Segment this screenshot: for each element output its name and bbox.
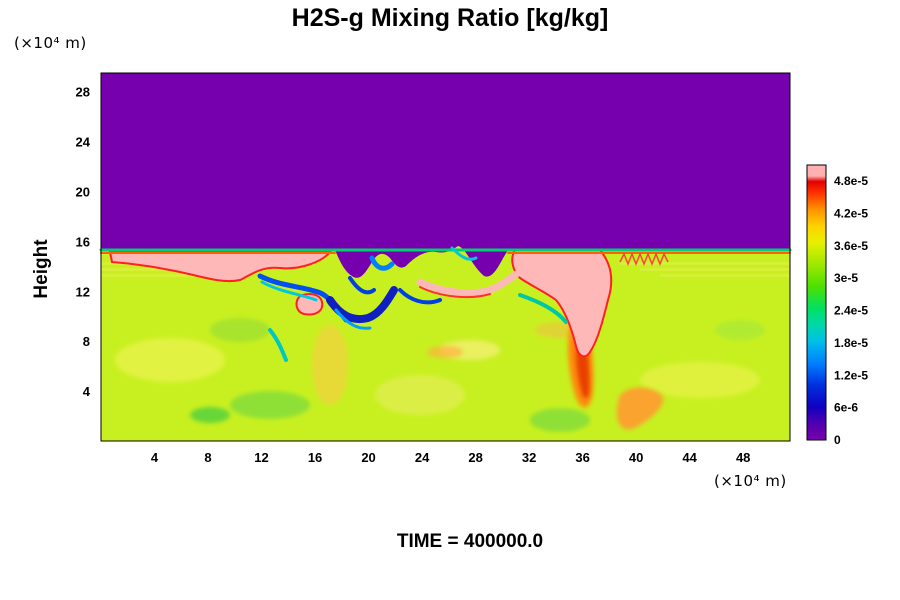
colorbar-tick-label: 0 xyxy=(834,433,841,447)
y-tick-label: 12 xyxy=(76,284,90,299)
colorbar-tick-label: 3.6e-5 xyxy=(834,239,868,253)
y-tick-label: 8 xyxy=(83,334,90,349)
colorbar-frame xyxy=(806,164,827,441)
x-tick-label: 40 xyxy=(629,450,643,465)
x-tick-label: 44 xyxy=(682,450,697,465)
y-unit-label: (×10⁴ m) xyxy=(14,34,87,52)
colorbar-tick-label: 1.2e-5 xyxy=(834,368,868,382)
x-axis-ticks: 4 8 12 16 20 24 28 32 36 40 44 48 xyxy=(151,450,751,465)
x-tick-label: 36 xyxy=(575,450,589,465)
y-tick-label: 20 xyxy=(76,185,90,200)
y-axis-ticks: 4 8 12 16 20 24 28 xyxy=(76,85,91,399)
y-tick-label: 24 xyxy=(76,135,91,150)
plot-area xyxy=(99,72,792,442)
colorbar-tick-label: 1.8e-5 xyxy=(834,336,868,350)
colorbar-tick-label: 3e-5 xyxy=(834,271,858,285)
y-tick-label: 4 xyxy=(83,384,91,399)
x-unit-label: (×10⁴ m) xyxy=(714,472,787,490)
colorbar-tick-label: 4.2e-5 xyxy=(834,207,868,221)
colorbar-gradient xyxy=(807,165,826,440)
x-tick-label: 16 xyxy=(308,450,322,465)
time-label: TIME = 400000.0 xyxy=(396,531,544,552)
x-tick-label: 4 xyxy=(151,450,159,465)
colorbar: 0 6e-6 1.2e-5 1.8e-5 2.4e-5 3e-5 3.6e-5 4.2e-5 4… xyxy=(806,164,868,447)
x-tick-label: 32 xyxy=(522,450,536,465)
y-tick-label: 28 xyxy=(76,85,90,100)
pink-plume-right xyxy=(511,249,613,358)
x-tick-label: 28 xyxy=(468,450,482,465)
chart-title: H2S-g Mixing Ratio [kg/kg] xyxy=(291,4,609,32)
colorbar-tick-label: 4.8e-5 xyxy=(834,174,868,188)
colorbar-ticks: 0 6e-6 1.2e-5 1.8e-5 2.4e-5 3e-5 3.6e-5 4.2e-5 4… xyxy=(834,174,868,447)
colorbar-tick-label: 6e-6 xyxy=(834,401,858,415)
lower-field-detail xyxy=(101,249,790,432)
x-tick-label: 12 xyxy=(254,450,268,465)
x-tick-label: 48 xyxy=(736,450,750,465)
y-tick-label: 16 xyxy=(76,234,90,249)
plot-frame xyxy=(100,72,791,442)
pink-plume-left xyxy=(108,251,333,282)
colorbar-tick-label: 2.4e-5 xyxy=(834,304,868,318)
x-tick-label: 20 xyxy=(361,450,375,465)
x-tick-label: 8 xyxy=(204,450,211,465)
x-tick-label: 24 xyxy=(415,450,430,465)
